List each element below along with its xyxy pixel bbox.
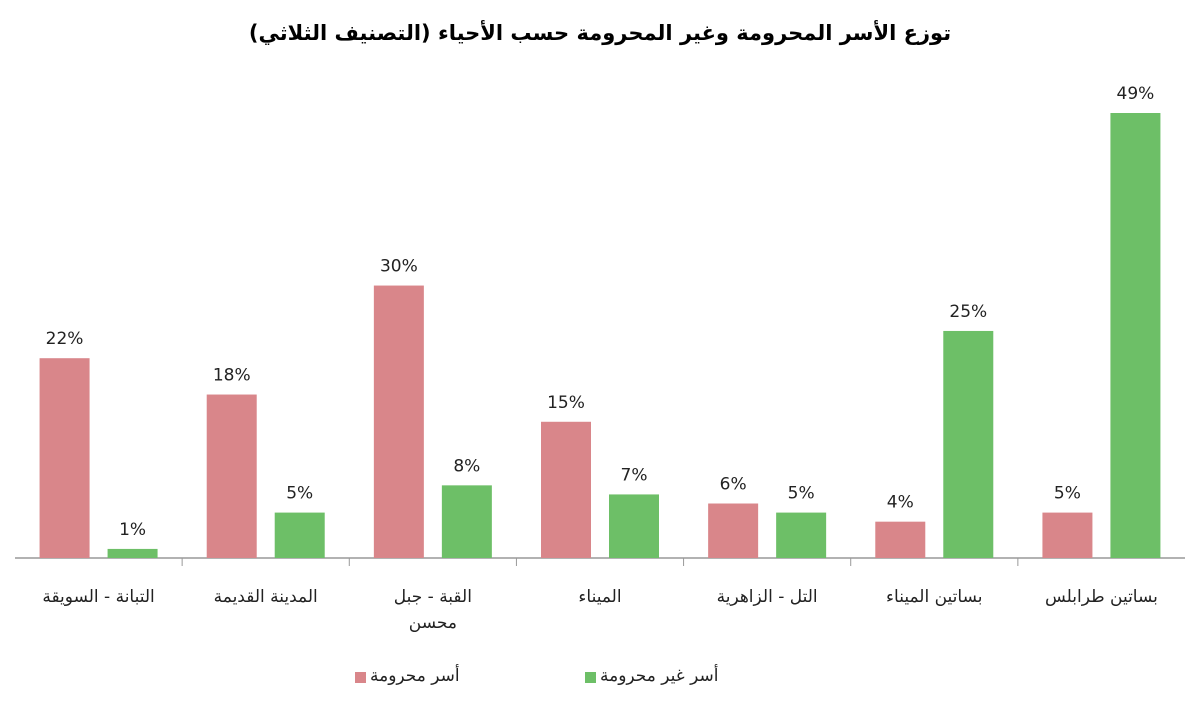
- value-label: 1%: [119, 520, 146, 540]
- chart-title: توزع الأسر المحرومة وغير المحرومة حسب ال…: [249, 19, 951, 45]
- value-label: 30%: [380, 257, 418, 277]
- x-tick-label: القبة - جبل محسن: [393, 587, 472, 633]
- x-tick-label: بساتين الميناء: [886, 587, 983, 607]
- bar: [1110, 113, 1161, 558]
- bar: [708, 503, 759, 558]
- bar: [776, 512, 827, 558]
- value-label: 7%: [621, 465, 648, 485]
- bar: [1042, 512, 1093, 558]
- bar: [441, 485, 492, 558]
- value-label: 25%: [949, 302, 987, 322]
- value-label: 5%: [1054, 484, 1081, 504]
- x-tick-label: المدينة القديمة: [213, 587, 318, 607]
- bar: [875, 521, 926, 558]
- bar: [274, 512, 325, 558]
- x-tick-label: التل - الزاهرية: [716, 587, 818, 607]
- bar: [943, 330, 994, 558]
- value-label: 18%: [213, 366, 251, 386]
- legend-swatch: [585, 672, 596, 683]
- value-label: 22%: [46, 329, 84, 349]
- bar: [39, 358, 90, 558]
- value-label: 5%: [788, 484, 815, 504]
- value-label: 49%: [1117, 84, 1155, 104]
- value-label: 4%: [887, 493, 914, 513]
- bar: [373, 285, 424, 558]
- bar: [107, 548, 158, 558]
- legend-label: أسر غير محرومة: [600, 666, 719, 686]
- value-label: 8%: [453, 456, 480, 476]
- x-tick-label: الميناء: [578, 587, 622, 607]
- x-tick-label: التبانة - السويقة: [42, 587, 155, 607]
- value-label: 6%: [720, 475, 747, 495]
- value-label: 15%: [547, 393, 585, 413]
- legend-swatch: [355, 672, 366, 683]
- bar: [609, 494, 659, 558]
- bar: [206, 394, 257, 558]
- value-label: 5%: [286, 484, 313, 504]
- bar: [541, 421, 591, 558]
- x-tick-label: بساتين طرابلس: [1044, 587, 1158, 607]
- legend-label: أسر محرومة: [370, 666, 460, 686]
